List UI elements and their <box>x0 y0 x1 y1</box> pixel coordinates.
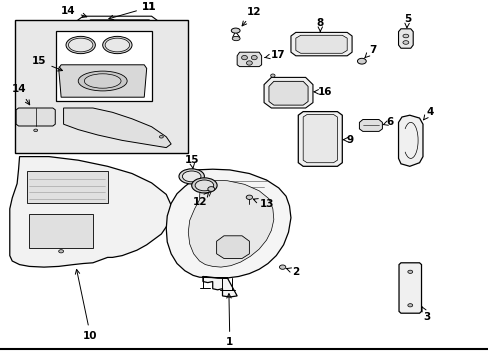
Polygon shape <box>10 157 171 267</box>
Text: 14: 14 <box>12 84 30 105</box>
Polygon shape <box>295 35 346 53</box>
Ellipse shape <box>402 34 408 38</box>
Text: 4: 4 <box>423 107 433 120</box>
Ellipse shape <box>402 41 408 44</box>
Polygon shape <box>188 180 273 267</box>
Ellipse shape <box>34 129 38 132</box>
Ellipse shape <box>68 38 93 52</box>
Polygon shape <box>398 29 412 48</box>
Text: 15: 15 <box>184 155 199 168</box>
Text: 1: 1 <box>226 294 233 347</box>
Text: 7: 7 <box>364 45 376 58</box>
Ellipse shape <box>251 55 257 60</box>
Polygon shape <box>237 52 261 67</box>
Polygon shape <box>73 16 161 47</box>
Polygon shape <box>59 65 146 97</box>
Text: 16: 16 <box>313 87 332 97</box>
Text: 5: 5 <box>403 14 410 28</box>
Polygon shape <box>166 169 290 297</box>
Polygon shape <box>303 114 337 163</box>
Text: 6: 6 <box>383 117 393 127</box>
Text: 15: 15 <box>32 56 62 71</box>
Text: 13: 13 <box>253 199 274 210</box>
Ellipse shape <box>231 28 240 33</box>
Ellipse shape <box>357 58 366 64</box>
Ellipse shape <box>407 270 412 274</box>
Bar <box>56 31 151 101</box>
Polygon shape <box>83 20 156 43</box>
Ellipse shape <box>84 74 121 88</box>
Text: 10: 10 <box>75 270 98 341</box>
Ellipse shape <box>241 55 247 60</box>
Bar <box>27 171 107 203</box>
Polygon shape <box>63 108 171 148</box>
Text: 8: 8 <box>316 18 323 32</box>
Polygon shape <box>290 32 351 56</box>
Ellipse shape <box>232 36 240 41</box>
Polygon shape <box>359 120 382 131</box>
Ellipse shape <box>105 38 129 52</box>
Ellipse shape <box>279 265 285 269</box>
Ellipse shape <box>159 136 163 138</box>
Text: 14: 14 <box>61 6 86 18</box>
Ellipse shape <box>78 71 127 91</box>
Text: 17: 17 <box>264 50 285 60</box>
Polygon shape <box>216 236 249 258</box>
Text: 12: 12 <box>193 192 209 207</box>
Polygon shape <box>16 108 55 126</box>
Text: 11: 11 <box>109 2 156 20</box>
Text: 2: 2 <box>286 267 299 277</box>
Ellipse shape <box>207 187 214 192</box>
Polygon shape <box>298 112 342 166</box>
Ellipse shape <box>246 61 252 65</box>
Bar <box>29 214 93 248</box>
Text: 12: 12 <box>242 6 261 26</box>
Ellipse shape <box>66 36 95 54</box>
Bar <box>15 20 188 153</box>
Ellipse shape <box>195 180 213 191</box>
Polygon shape <box>268 81 307 105</box>
Text: 3: 3 <box>421 306 430 322</box>
Ellipse shape <box>179 169 204 184</box>
Polygon shape <box>398 115 422 166</box>
Ellipse shape <box>246 195 252 199</box>
Text: 11: 11 <box>142 2 156 12</box>
Ellipse shape <box>102 36 132 54</box>
Ellipse shape <box>407 304 412 307</box>
Text: 9: 9 <box>343 135 353 145</box>
Ellipse shape <box>191 178 217 193</box>
Ellipse shape <box>182 171 201 182</box>
Polygon shape <box>398 263 421 313</box>
Polygon shape <box>264 77 312 108</box>
Ellipse shape <box>270 74 274 77</box>
Ellipse shape <box>59 250 63 253</box>
